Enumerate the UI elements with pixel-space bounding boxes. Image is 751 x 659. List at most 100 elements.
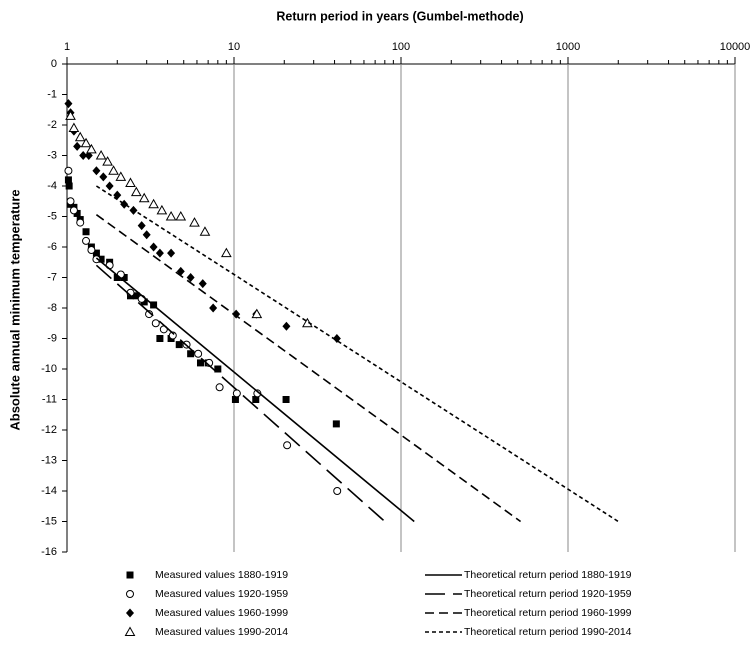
x-tick-label: 10 bbox=[228, 41, 240, 53]
marker-circle bbox=[126, 590, 134, 598]
marker-circle bbox=[87, 246, 96, 255]
theoretical-line bbox=[95, 257, 415, 523]
marker-square bbox=[156, 335, 164, 342]
marker-triangle bbox=[80, 137, 92, 148]
marker-circle bbox=[194, 349, 203, 358]
legend-label: Measured values 1960-1999 bbox=[155, 607, 288, 619]
marker-triangle bbox=[86, 143, 97, 154]
marker-triangle bbox=[124, 626, 136, 636]
y-tick-label: -6 bbox=[47, 241, 57, 253]
marker-triangle bbox=[251, 308, 263, 319]
marker-triangle bbox=[165, 210, 177, 221]
theoretical-line bbox=[95, 214, 522, 523]
marker-triangle bbox=[125, 177, 136, 187]
marker-diamond bbox=[105, 181, 114, 191]
marker-diamond bbox=[186, 273, 195, 282]
marker-triangle bbox=[115, 171, 127, 181]
marker-square bbox=[332, 420, 340, 428]
marker-square bbox=[65, 182, 73, 190]
marker-square bbox=[120, 274, 128, 281]
marker-circle bbox=[82, 236, 91, 245]
marker-circle bbox=[66, 197, 75, 206]
legend-label: Measured values 1920-1959 bbox=[155, 588, 288, 600]
marker-square bbox=[187, 350, 195, 358]
y-tick-label: -12 bbox=[41, 424, 57, 436]
y-tick-label: -9 bbox=[47, 332, 57, 344]
marker-diamond bbox=[282, 321, 291, 331]
marker-square bbox=[113, 274, 121, 281]
marker-square bbox=[282, 396, 290, 403]
y-tick-label: -7 bbox=[47, 271, 57, 283]
legend-label: Theoretical return period 1880-1919 bbox=[464, 569, 632, 581]
marker-triangle bbox=[175, 210, 187, 221]
marker-triangle bbox=[130, 186, 142, 197]
marker-diamond bbox=[137, 221, 146, 231]
legend-label: Measured values 1990-2014 bbox=[155, 626, 288, 638]
marker-circle bbox=[283, 441, 292, 450]
marker-triangle bbox=[199, 226, 211, 236]
marker-diamond bbox=[79, 151, 88, 160]
y-tick-label: -1 bbox=[47, 88, 57, 100]
marker-square bbox=[92, 249, 100, 257]
marker-circle bbox=[215, 383, 224, 392]
marker-square bbox=[231, 396, 239, 403]
y-tick-label: -10 bbox=[41, 363, 57, 375]
marker-square bbox=[196, 359, 204, 367]
theoretical-line bbox=[95, 264, 386, 523]
marker-square bbox=[97, 255, 105, 263]
x-tick-label: 1000 bbox=[556, 41, 580, 53]
marker-circle bbox=[76, 218, 85, 227]
marker-triangle bbox=[102, 156, 113, 166]
y-tick-label: -15 bbox=[41, 515, 57, 527]
y-tick-label: -11 bbox=[42, 393, 57, 405]
marker-diamond bbox=[64, 99, 73, 109]
y-tick-label: -4 bbox=[47, 180, 57, 192]
marker-diamond bbox=[99, 172, 108, 182]
chart-title: Return period in years (Gumbel-methode) bbox=[276, 9, 523, 23]
marker-square bbox=[214, 365, 222, 373]
y-tick-label: -16 bbox=[41, 546, 57, 558]
marker-square bbox=[252, 396, 260, 403]
marker-diamond bbox=[142, 230, 151, 240]
marker-diamond bbox=[73, 141, 82, 151]
marker-triangle bbox=[108, 165, 119, 175]
y-tick-label: -13 bbox=[41, 454, 57, 466]
marker-square bbox=[132, 292, 140, 300]
marker-square bbox=[82, 228, 90, 236]
y-tick-label: 0 bbox=[51, 58, 57, 70]
marker-triangle bbox=[65, 110, 76, 120]
legend-label: Theoretical return period 1920-1959 bbox=[464, 588, 632, 600]
y-tick-label: -2 bbox=[47, 119, 57, 131]
marker-circle bbox=[145, 310, 154, 319]
marker-diamond bbox=[155, 248, 164, 258]
marker-square bbox=[73, 209, 81, 217]
marker-triangle bbox=[221, 247, 232, 258]
marker-circle bbox=[151, 319, 160, 328]
marker-square bbox=[64, 176, 72, 184]
marker-circle bbox=[232, 389, 241, 398]
x-tick-label: 1 bbox=[64, 41, 70, 53]
y-tick-label: -8 bbox=[47, 302, 57, 314]
y-tick-label: -5 bbox=[47, 210, 57, 222]
y-axis-label: Absolute annual minimum temperature bbox=[7, 189, 22, 430]
marker-circle bbox=[333, 487, 342, 495]
theoretical-line bbox=[95, 185, 619, 523]
marker-triangle bbox=[68, 122, 80, 133]
marker-triangle bbox=[156, 204, 168, 215]
marker-triangle bbox=[95, 149, 107, 160]
marker-circle bbox=[64, 166, 73, 175]
x-tick-label: 10000 bbox=[720, 41, 751, 53]
marker-triangle bbox=[189, 217, 200, 227]
marker-circle bbox=[69, 206, 78, 215]
marker-triangle bbox=[148, 198, 159, 209]
legend-label: Theoretical return period 1990-2014 bbox=[464, 626, 632, 638]
marker-square bbox=[126, 571, 134, 579]
legend-label: Theoretical return period 1960-1999 bbox=[464, 607, 632, 619]
marker-diamond bbox=[126, 608, 134, 618]
marker-triangle bbox=[138, 192, 150, 203]
marker-circle bbox=[92, 255, 101, 264]
marker-diamond bbox=[198, 279, 207, 289]
marker-diamond bbox=[332, 334, 341, 343]
marker-diamond bbox=[149, 242, 158, 252]
